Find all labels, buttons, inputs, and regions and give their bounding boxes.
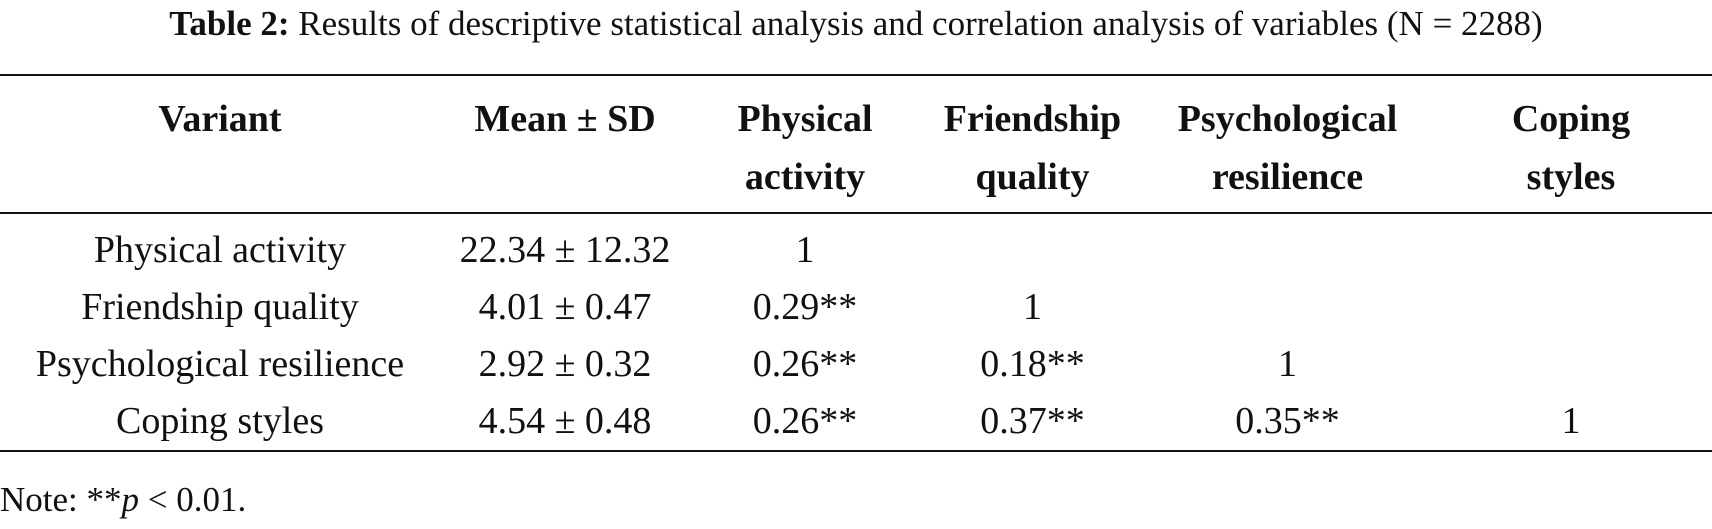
- table-cell: 0.18**: [980, 343, 1085, 385]
- table-row: Psychological resilience 2.92 ± 0.32 0.2…: [0, 336, 1712, 393]
- table-cell: Physical activity: [93, 229, 347, 271]
- table-cell: 0.37**: [920, 393, 1145, 452]
- note-suffix: < 0.01.: [139, 480, 247, 519]
- table-row: Physical activity 22.34 ± 12.32 1: [0, 213, 1712, 279]
- table-cell: [920, 213, 1145, 279]
- table-cell: 22.34 ± 12.32: [459, 229, 671, 271]
- table-cell: 1: [1430, 393, 1712, 452]
- table-cell: [1430, 279, 1712, 336]
- table-cell: [1145, 279, 1430, 336]
- table-cell: [1430, 213, 1712, 279]
- header-mean-sd: Mean ± SD: [440, 74, 690, 214]
- table-cell: [1145, 213, 1430, 279]
- table-note: Note: **p < 0.01.: [0, 478, 246, 522]
- header-physical-activity: Physical activity: [690, 74, 920, 214]
- header-psychological-resilience: Psychological resilience: [1145, 74, 1430, 214]
- table-cell: 0.29**: [752, 286, 858, 328]
- results-table: Variant Mean ± SD Physical activity Frien…: [0, 74, 1712, 452]
- note-prefix: Note: **: [0, 480, 122, 519]
- table-caption-text: Results of descriptive statistical analy…: [298, 4, 1543, 43]
- table-cell: 0.35**: [1145, 393, 1430, 452]
- header-coping-styles: Coping styles: [1430, 74, 1712, 214]
- table-cell: 1: [1023, 286, 1042, 328]
- table-cell: 4.54 ± 0.48: [440, 393, 690, 452]
- table-row: Friendship quality 4.01 ± 0.47 0.29** 1: [0, 279, 1712, 336]
- table-cell: 1: [795, 229, 815, 271]
- table-cell: 1: [1278, 343, 1297, 385]
- header-variant: Variant: [0, 74, 440, 214]
- note-p-symbol: p: [121, 480, 140, 519]
- table-cell: 0.26**: [752, 343, 858, 385]
- table-cell: [1430, 336, 1712, 393]
- table-caption-label: Table 2:: [169, 4, 290, 43]
- table-caption: Table 2: Results of descriptive statisti…: [0, 2, 1712, 46]
- table-cell: Psychological resilience: [35, 343, 405, 385]
- table-cell: 2.92 ± 0.32: [478, 343, 652, 385]
- table-cell: Coping styles: [0, 393, 440, 452]
- header-row: Variant Mean ± SD Physical activity Frien…: [0, 74, 1712, 214]
- table-row: Coping styles 4.54 ± 0.48 0.26** 0.37** …: [0, 393, 1712, 452]
- table-cell: Friendship quality: [81, 286, 359, 328]
- table-cell: 0.26**: [690, 393, 920, 452]
- header-friendship-quality: Friendship quality: [920, 74, 1145, 214]
- table-cell: 4.01 ± 0.47: [478, 286, 652, 328]
